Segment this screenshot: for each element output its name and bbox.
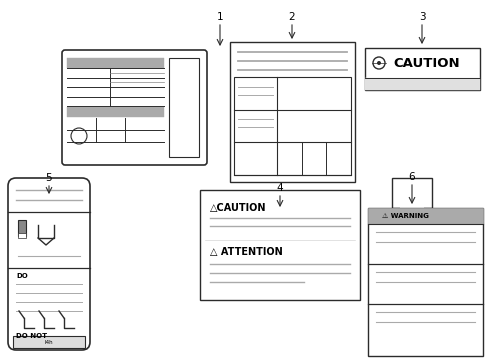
Bar — [18, 233, 26, 238]
Text: △CAUTION: △CAUTION — [209, 203, 266, 213]
Bar — [18, 220, 26, 236]
Bar — [13, 336, 85, 348]
Bar — [200, 190, 359, 300]
Text: DO NOT: DO NOT — [16, 333, 47, 339]
Bar — [67, 107, 163, 117]
Bar — [67, 58, 163, 68]
Text: I4h: I4h — [44, 339, 53, 345]
Text: 1: 1 — [216, 12, 223, 22]
Bar — [229, 42, 354, 182]
Text: DO: DO — [16, 273, 28, 279]
Bar — [399, 200, 423, 208]
Text: ⚠ WARNING: ⚠ WARNING — [381, 213, 428, 219]
Bar — [367, 208, 482, 356]
Text: 3: 3 — [418, 12, 425, 22]
Bar — [391, 178, 431, 208]
Bar — [169, 58, 199, 157]
Text: CAUTION: CAUTION — [392, 57, 459, 69]
Text: 5: 5 — [45, 173, 52, 183]
Bar — [367, 208, 482, 224]
Circle shape — [376, 61, 380, 65]
Bar — [234, 77, 350, 175]
Text: 4: 4 — [276, 183, 283, 193]
Bar — [364, 48, 479, 90]
Text: 2: 2 — [288, 12, 295, 22]
Bar — [364, 78, 479, 90]
FancyBboxPatch shape — [8, 178, 90, 350]
Text: 6: 6 — [408, 172, 414, 182]
FancyBboxPatch shape — [62, 50, 206, 165]
Text: △ ATTENTION: △ ATTENTION — [209, 247, 282, 257]
